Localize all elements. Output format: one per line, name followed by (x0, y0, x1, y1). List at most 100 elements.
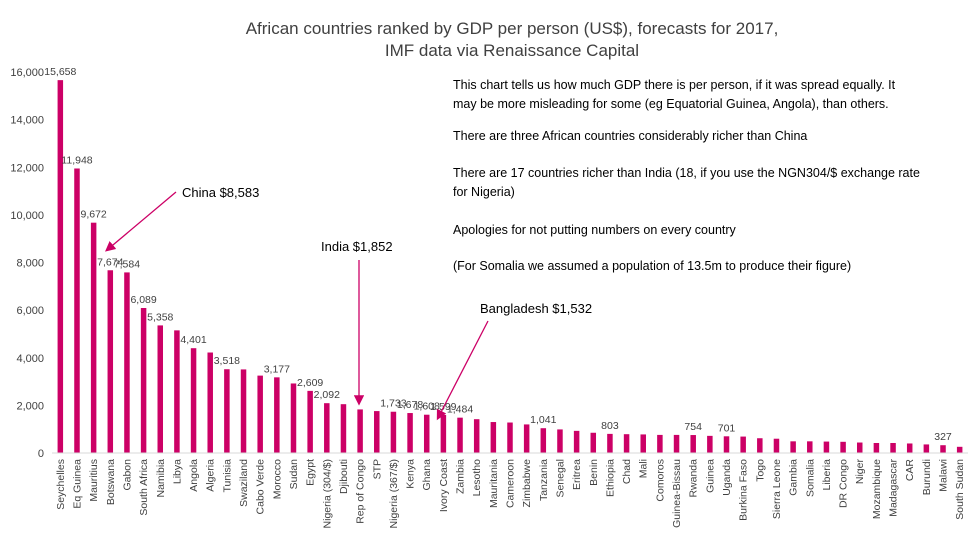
bar (224, 369, 230, 453)
bar (57, 80, 64, 454)
y-tick-label: 14,000 (10, 115, 44, 127)
data-label: 11,948 (61, 154, 92, 166)
bar (923, 444, 930, 453)
x-tick-label: Liberia (821, 459, 833, 491)
x-tick-label: Guinea-Bissau (671, 459, 683, 528)
bangladesh-arrow (436, 320, 489, 421)
bar (324, 403, 330, 453)
data-label: 1,484 (447, 404, 473, 416)
x-tick-label: CAR (904, 459, 916, 482)
bar (157, 325, 164, 453)
note-line-5: for Nigeria) (453, 185, 515, 199)
x-tick-label: Somalia (804, 459, 816, 497)
data-label: 3,518 (214, 355, 240, 367)
note-line-3: There are three African countries consid… (453, 129, 807, 143)
x-tick-label: Algeria (205, 459, 217, 492)
x-tick-label: South Africa (138, 459, 150, 516)
bar (856, 442, 863, 453)
x-tick-label: Kenya (405, 459, 417, 489)
y-tick-label: 6,000 (16, 305, 44, 317)
x-tick-label: Ethiopia (604, 459, 616, 497)
bar (823, 441, 830, 453)
x-tick-label: Mozambique (871, 459, 883, 519)
bar (690, 435, 696, 453)
bar (707, 435, 713, 453)
note-line-6: Apologies for not putting numbers on eve… (453, 223, 737, 237)
data-label: 1,041 (530, 414, 556, 426)
bar (790, 441, 796, 453)
bar (807, 441, 813, 453)
x-tick-label: Ivory Coast (438, 459, 450, 512)
data-label: 9,672 (80, 209, 106, 221)
note-line-4: There are 17 countries richer than India… (453, 166, 920, 180)
x-tick-label: Cabo Verde (255, 459, 267, 515)
x-tick-label: Niger (854, 458, 866, 484)
bar (657, 434, 663, 453)
data-label: 7,584 (114, 258, 140, 270)
x-tick-label: Mauritius (88, 459, 100, 502)
data-label: 803 (601, 420, 619, 432)
x-tick-label: Zimbabwe (521, 459, 533, 508)
bar (640, 434, 646, 453)
x-tick-label: Gambia (788, 459, 800, 496)
x-tick-label: Sierra Leone (771, 459, 783, 519)
bar (740, 436, 746, 453)
bar (507, 422, 513, 453)
bar (257, 375, 263, 453)
data-label: 754 (684, 421, 702, 433)
x-tick-label: Eq Guinea (71, 459, 83, 509)
x-tick-label: Nigeria (304/$) (321, 459, 333, 528)
y-tick-label: 12,000 (10, 162, 44, 174)
bar (773, 438, 780, 453)
x-tick-label: Morocco (271, 459, 283, 499)
bar (440, 414, 447, 453)
bar (473, 419, 480, 453)
bar (207, 352, 213, 453)
bar (673, 434, 680, 453)
bar (540, 428, 547, 453)
note-line-2: may be more misleading for some (eg Equa… (453, 97, 889, 111)
x-tick-label: Angola (188, 459, 200, 492)
x-tick-label: Madagascar (888, 458, 900, 516)
x-tick-label: Senegal (554, 459, 566, 498)
x-tick-label: Namibia (155, 459, 167, 498)
x-tick-label: Lesotho (471, 459, 483, 497)
x-tick-label: Togo (754, 459, 766, 482)
x-tick-label: Benin (588, 459, 600, 486)
china-callout: China $8,583 (182, 185, 259, 200)
title-line-1: African countries ranked by GDP per pers… (246, 19, 779, 38)
data-label: 327 (934, 431, 952, 443)
note-line-7: (For Somalia we assumed a population of … (453, 259, 851, 273)
x-tick-label: Zambia (455, 459, 467, 494)
bar (940, 445, 946, 453)
notes: This chart tells us how much GDP there i… (453, 78, 920, 273)
data-label: 1,733 (380, 398, 406, 410)
x-tick-label: Rep of Congo (355, 459, 367, 524)
y-tick-label: 8,000 (16, 258, 44, 270)
bar (340, 404, 347, 453)
x-tick-label: Libya (171, 459, 183, 484)
bar (840, 441, 846, 453)
bar (290, 383, 297, 453)
data-label: 2,609 (297, 377, 323, 389)
x-tick-label: Mali (638, 459, 650, 478)
x-axis: Seychelles Eq Guinea Mauritius Botswana Gabo… (52, 452, 968, 528)
x-tick-label: STP (371, 459, 383, 479)
y-tick-label: 0 (38, 448, 44, 460)
bar (174, 330, 180, 453)
bar (607, 433, 613, 453)
bar (723, 436, 730, 453)
y-tick-label: 2,000 (16, 400, 44, 412)
data-label: 5,358 (147, 311, 173, 323)
bar (557, 429, 563, 453)
bar (906, 443, 913, 453)
x-tick-label: Eritrea (571, 459, 583, 490)
data-label: 15,658 (44, 66, 76, 78)
bar (523, 424, 530, 453)
x-tick-label: Nigeria (367/$) (388, 459, 400, 528)
data-label: 1,608 (414, 401, 440, 413)
title-line-2: IMF data via Renaissance Capital (385, 41, 639, 60)
bar (423, 414, 430, 453)
bar (307, 390, 313, 453)
